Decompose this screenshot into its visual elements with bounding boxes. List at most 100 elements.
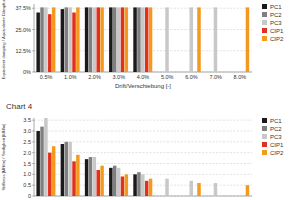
- legend-label: PC3: [270, 20, 282, 26]
- bar: [137, 7, 140, 72]
- x-tick-label: 8.0%: [234, 74, 247, 80]
- x-tick-label: 3.0%: [113, 74, 126, 80]
- bar: [96, 170, 99, 196]
- y-axis-label: Equivalent damping / Äquivalente Dämpfun…: [1, 0, 6, 79]
- y-tick-label: 3.5: [23, 117, 31, 123]
- y-axis: [34, 118, 35, 196]
- bar: [113, 166, 116, 196]
- bar: [40, 7, 43, 72]
- bar: [61, 144, 64, 196]
- legend-swatch: [262, 36, 267, 41]
- bar: [190, 181, 193, 196]
- bar: [125, 174, 128, 196]
- bar: [145, 7, 148, 72]
- bar: [61, 9, 64, 72]
- x-tick-label: 5.0%: [161, 74, 174, 80]
- bar: [145, 181, 148, 196]
- y-axis-label: Stiffness [MN/m] / Steifigkeit [MN/m]: [1, 124, 6, 191]
- bar: [52, 7, 55, 72]
- bar: [65, 142, 68, 196]
- bar: [72, 13, 75, 73]
- bar: [165, 7, 168, 72]
- bar: [197, 183, 200, 196]
- bar: [141, 174, 144, 196]
- plot-area: [36, 7, 249, 72]
- y-tick-label: 3.0: [23, 128, 31, 134]
- bar: [109, 7, 112, 72]
- legend-swatch: [262, 28, 267, 33]
- bar: [48, 153, 51, 196]
- bar: [36, 13, 39, 73]
- bar: [48, 14, 51, 72]
- y-tick-label: 0.5: [23, 182, 31, 188]
- bar: [76, 155, 79, 196]
- bar: [40, 127, 43, 196]
- legend-swatch: [262, 142, 267, 147]
- bar: [65, 7, 68, 72]
- bar: [197, 7, 200, 72]
- x-tick-label: 2.0%: [88, 74, 101, 80]
- bar: [52, 146, 55, 196]
- bar: [137, 172, 140, 196]
- grid-line: [34, 131, 252, 132]
- bar: [113, 7, 116, 72]
- legend-swatch: [262, 4, 267, 9]
- y-axis: [34, 4, 35, 72]
- bar: [93, 7, 96, 72]
- bar: [89, 157, 92, 196]
- legend-label: CIP2: [270, 150, 284, 156]
- bar: [93, 157, 96, 196]
- bar: [117, 168, 120, 196]
- legend-swatch: [262, 150, 267, 155]
- bar: [100, 7, 103, 72]
- x-axis-label: Drift/Verschiebung [-]: [115, 83, 171, 89]
- chart-title: Chart 4: [6, 102, 33, 111]
- y-tick-label: 1.0: [23, 171, 31, 177]
- bar: [214, 183, 217, 196]
- y-tick-label: 0%: [23, 69, 31, 75]
- y-tick-label: 2.5: [23, 139, 31, 145]
- legend-label: CIP1: [270, 142, 284, 148]
- legend-label: CIP2: [270, 36, 284, 42]
- bar: [121, 177, 124, 197]
- grid-line: [34, 120, 252, 121]
- bar: [72, 161, 75, 196]
- legend-swatch: [262, 20, 267, 25]
- legend-label: PC1: [270, 118, 282, 124]
- bar: [165, 179, 168, 196]
- bar: [141, 7, 144, 72]
- figure: 0%12.5%25.0%37.5%Equivalent damping / Äq…: [0, 0, 300, 200]
- legend-label: PC2: [270, 12, 282, 18]
- bar: [214, 7, 217, 72]
- bar: [68, 142, 71, 196]
- x-tick-label: 4.0%: [137, 74, 150, 80]
- x-tick-label: 6.0%: [185, 74, 198, 80]
- bar: [100, 166, 103, 196]
- legend-label: PC3: [270, 134, 282, 140]
- bar: [149, 179, 152, 196]
- bar: [85, 7, 88, 72]
- legend-label: PC1: [270, 4, 282, 10]
- bar: [117, 7, 120, 72]
- bar: [44, 7, 47, 72]
- y-tick-label: 25.0%: [15, 27, 31, 33]
- bar: [96, 7, 99, 72]
- bar: [109, 168, 112, 196]
- bar: [246, 7, 249, 72]
- plot-area: [36, 118, 249, 196]
- y-tick-label: 2.0: [23, 150, 31, 156]
- bar: [85, 159, 88, 196]
- x-tick-label: 7.0%: [209, 74, 222, 80]
- bar: [149, 7, 152, 72]
- legend-swatch: [262, 134, 267, 139]
- y-tick-label: 37.5%: [15, 5, 31, 11]
- legend-label: PC2: [270, 126, 282, 132]
- legend-swatch: [262, 118, 267, 123]
- bar: [246, 185, 249, 196]
- bar: [121, 7, 124, 72]
- y-tick-label: 0: [28, 193, 31, 199]
- x-tick-label: 0.5%: [40, 74, 53, 80]
- bar: [44, 118, 47, 196]
- bar: [125, 7, 128, 72]
- bar: [36, 131, 39, 196]
